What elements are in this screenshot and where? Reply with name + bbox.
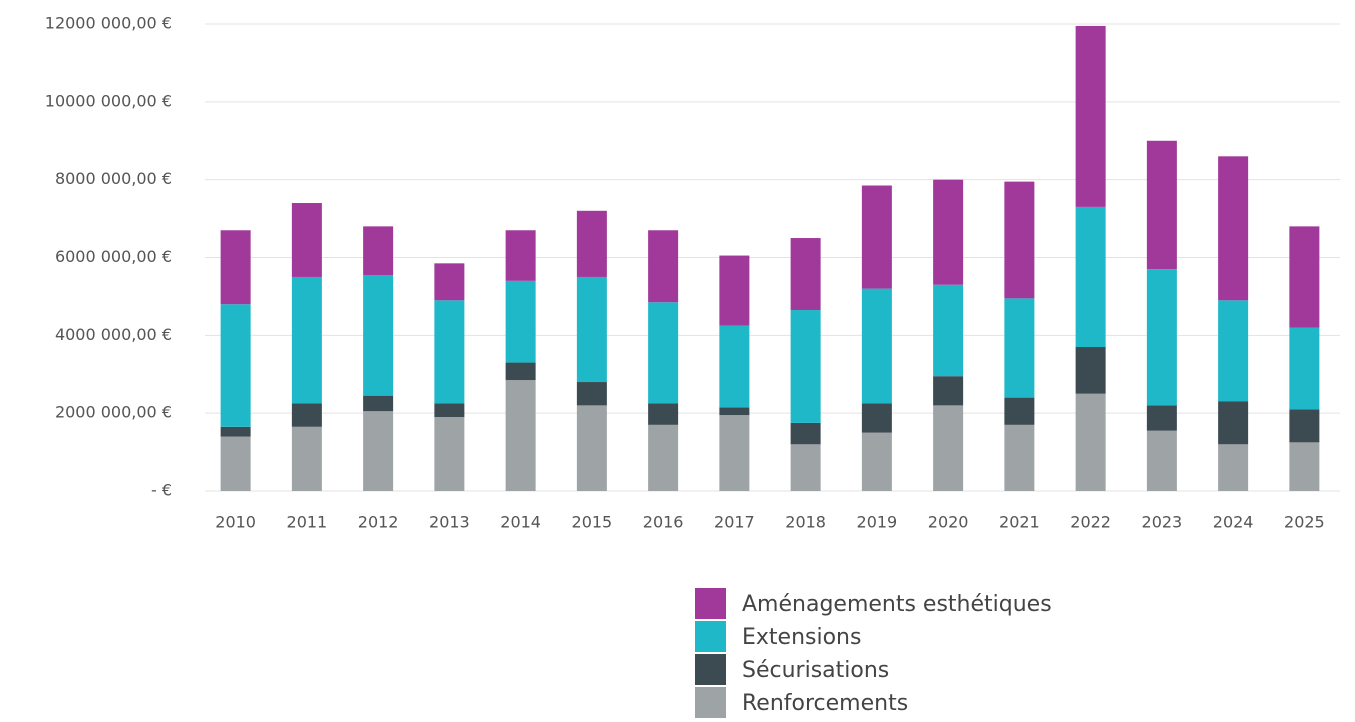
bar-segment bbox=[790, 444, 821, 491]
bar-segment bbox=[861, 185, 892, 289]
bar-segment bbox=[1218, 401, 1249, 445]
legend-label: Sécurisations bbox=[742, 658, 889, 683]
x-tick-label: 2012 bbox=[358, 513, 399, 532]
bar-segment bbox=[861, 403, 892, 433]
bar-segment bbox=[719, 415, 750, 491]
bar-segment bbox=[1146, 269, 1177, 406]
x-tick-label: 2019 bbox=[857, 513, 898, 532]
bar-segment bbox=[1075, 393, 1106, 491]
x-tick-label: 2015 bbox=[572, 513, 613, 532]
bar-segment bbox=[505, 230, 536, 281]
x-tick-label: 2013 bbox=[429, 513, 470, 532]
bar-segment bbox=[363, 411, 394, 491]
bar-segment bbox=[861, 288, 892, 404]
x-tick-label: 2011 bbox=[287, 513, 328, 532]
bar-segment bbox=[1004, 298, 1035, 398]
bar-segment bbox=[1289, 442, 1320, 491]
bar-segment bbox=[648, 230, 679, 303]
bar-segment bbox=[576, 276, 607, 383]
x-tick-label: 2022 bbox=[1070, 513, 1111, 532]
x-tick-label: 2020 bbox=[928, 513, 969, 532]
bar-segment bbox=[933, 405, 964, 491]
bar-segment bbox=[363, 226, 394, 276]
x-tick-label: 2025 bbox=[1284, 513, 1325, 532]
bar-segment bbox=[719, 325, 750, 408]
bar-segment bbox=[505, 362, 536, 381]
bar-segment bbox=[291, 426, 322, 491]
bar-segment bbox=[434, 417, 465, 491]
bar-segment bbox=[1289, 226, 1320, 328]
y-tick-label: 6000 000,00 € bbox=[55, 247, 172, 266]
bar-segment bbox=[220, 230, 251, 305]
y-tick-label: 8000 000,00 € bbox=[55, 169, 172, 188]
bar-segment bbox=[505, 380, 536, 491]
bar-segment bbox=[1075, 206, 1106, 348]
x-tick-label: 2010 bbox=[215, 513, 256, 532]
bar-segment bbox=[291, 203, 322, 277]
bar-segment bbox=[648, 302, 679, 404]
bar-segment bbox=[434, 300, 465, 404]
bar-segment bbox=[291, 403, 322, 427]
bar-segment bbox=[933, 179, 964, 285]
bar-segment bbox=[220, 436, 251, 491]
x-tick-label: 2021 bbox=[999, 513, 1040, 532]
bar-segment bbox=[1289, 327, 1320, 410]
y-tick-label: 2000 000,00 € bbox=[55, 403, 172, 422]
bar-segment bbox=[719, 255, 750, 326]
legend-swatch bbox=[695, 588, 726, 619]
legend-label: Extensions bbox=[742, 625, 861, 650]
bar-segment bbox=[719, 407, 750, 416]
x-tick-label: 2024 bbox=[1213, 513, 1254, 532]
y-tick-label: 10000 000,00 € bbox=[45, 91, 172, 110]
x-tick-label: 2016 bbox=[643, 513, 684, 532]
bar-segment bbox=[576, 405, 607, 491]
x-tick-label: 2014 bbox=[500, 513, 541, 532]
bar-segment bbox=[1146, 405, 1177, 431]
x-tick-label: 2017 bbox=[714, 513, 755, 532]
bar-segment bbox=[434, 403, 465, 418]
bar-segment bbox=[1146, 140, 1177, 270]
y-tick-label: - € bbox=[151, 481, 172, 500]
legend-swatch bbox=[695, 687, 726, 718]
legend-label: Renforcements bbox=[742, 691, 908, 716]
bar-segment bbox=[1218, 300, 1249, 402]
bar-segment bbox=[648, 424, 679, 491]
y-tick-label: 4000 000,00 € bbox=[55, 325, 172, 344]
bar-segment bbox=[220, 304, 251, 427]
bar-segment bbox=[434, 263, 465, 301]
bar-segment bbox=[291, 276, 322, 404]
y-tick-label: 12000 000,00 € bbox=[45, 14, 172, 33]
bar-segment bbox=[1004, 424, 1035, 491]
bar-segment bbox=[861, 432, 892, 491]
bar-segment bbox=[1075, 347, 1106, 394]
bar-segment bbox=[363, 275, 394, 396]
bar-segment bbox=[1218, 156, 1249, 301]
legend-swatch bbox=[695, 654, 726, 685]
bar-segment bbox=[933, 284, 964, 377]
bar-segment bbox=[576, 210, 607, 277]
x-tick-label: 2023 bbox=[1142, 513, 1183, 532]
x-tick-label: 2018 bbox=[785, 513, 826, 532]
bar-segment bbox=[1004, 397, 1035, 425]
bar-segment bbox=[363, 395, 394, 412]
legend-swatch bbox=[695, 621, 726, 652]
bar-segment bbox=[1004, 181, 1035, 299]
bar-segment bbox=[220, 426, 251, 437]
bar-segment bbox=[790, 310, 821, 423]
bar-segment bbox=[1289, 409, 1320, 443]
bar-segment bbox=[790, 422, 821, 445]
bar-segment bbox=[576, 382, 607, 406]
bar-segment bbox=[505, 280, 536, 363]
bar-segment bbox=[790, 238, 821, 311]
bar-segment bbox=[1075, 25, 1106, 207]
bar-segment bbox=[1146, 430, 1177, 491]
bar-segment bbox=[933, 376, 964, 406]
bar-segment bbox=[1218, 444, 1249, 491]
bar-segment bbox=[648, 403, 679, 425]
legend-label: Aménagements esthétiques bbox=[742, 592, 1052, 617]
